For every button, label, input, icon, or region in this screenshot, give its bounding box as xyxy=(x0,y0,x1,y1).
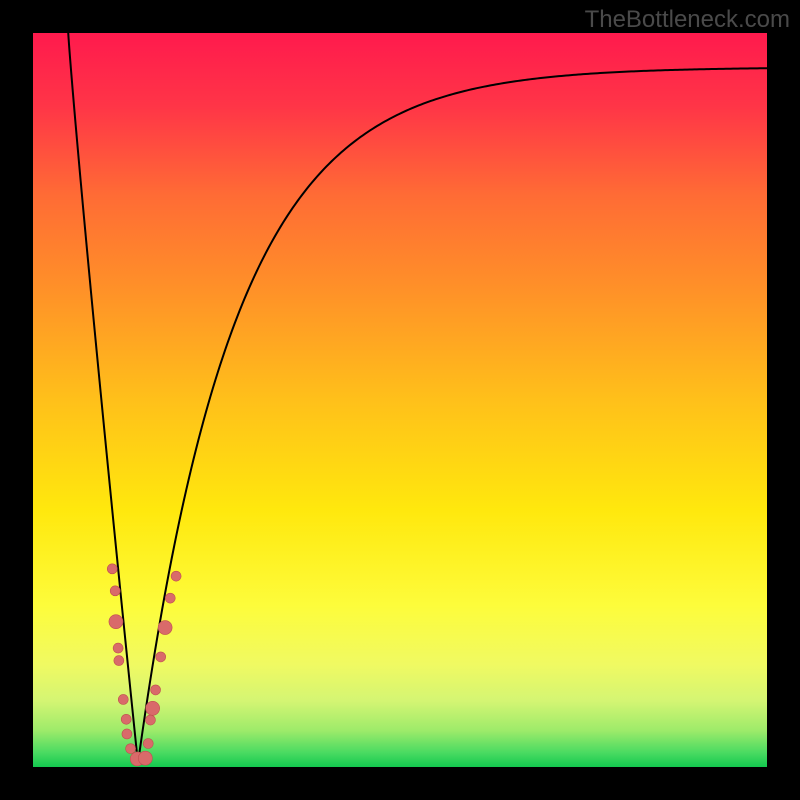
plot-area xyxy=(33,33,767,767)
watermark: TheBottleneck.com xyxy=(585,6,790,34)
chart-svg xyxy=(33,33,767,767)
watermark-text: TheBottleneck.com xyxy=(585,6,790,33)
chart-stage: TheBottleneck.com xyxy=(0,0,800,800)
